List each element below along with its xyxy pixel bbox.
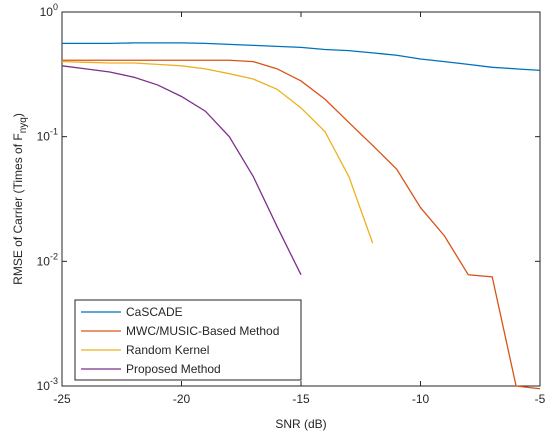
series-line — [61, 60, 374, 244]
y-tick-label: 10-3 — [37, 376, 58, 393]
y-tick-label: 100 — [40, 2, 58, 19]
series-line — [61, 65, 302, 276]
x-tick-label: -20 — [173, 392, 191, 406]
y-tick-label: 10-2 — [37, 251, 58, 268]
legend-label: MWC/MUSIC-Based Method — [126, 324, 279, 338]
x-tick-label: -10 — [412, 392, 430, 406]
y-label-main: RMSE of Carrier (Times of F — [11, 133, 25, 285]
x-tick-label: -25 — [53, 392, 71, 406]
y-tick-label: 10-1 — [37, 127, 58, 144]
legend-label: Random Kernel — [126, 343, 209, 357]
x-axis-label: SNR (dB) — [275, 417, 326, 431]
legend-box — [74, 299, 302, 381]
series-line — [62, 59, 541, 390]
x-tick-label: -15 — [292, 392, 310, 406]
series-line — [62, 42, 541, 72]
y-label-sub: nyq — [18, 117, 29, 133]
y-axis-label: RMSE of Carrier (Times of Fnyq) — [11, 113, 29, 285]
x-tick-label: -5 — [535, 392, 546, 406]
legend-label: CaSCADE — [126, 305, 183, 319]
legend-label: Proposed Method — [126, 362, 221, 376]
y-label-end: ) — [11, 113, 25, 117]
